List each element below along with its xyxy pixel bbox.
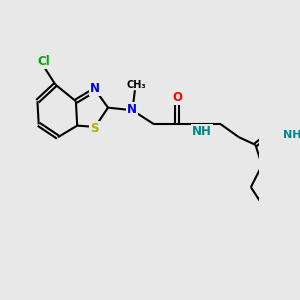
Text: S: S — [90, 122, 99, 135]
Text: Cl: Cl — [38, 56, 50, 68]
Text: NH: NH — [283, 130, 300, 140]
Text: N: N — [90, 82, 100, 95]
Text: NH: NH — [192, 125, 212, 138]
Text: N: N — [128, 103, 137, 116]
Text: O: O — [172, 92, 182, 104]
Text: CH₃: CH₃ — [126, 80, 146, 90]
